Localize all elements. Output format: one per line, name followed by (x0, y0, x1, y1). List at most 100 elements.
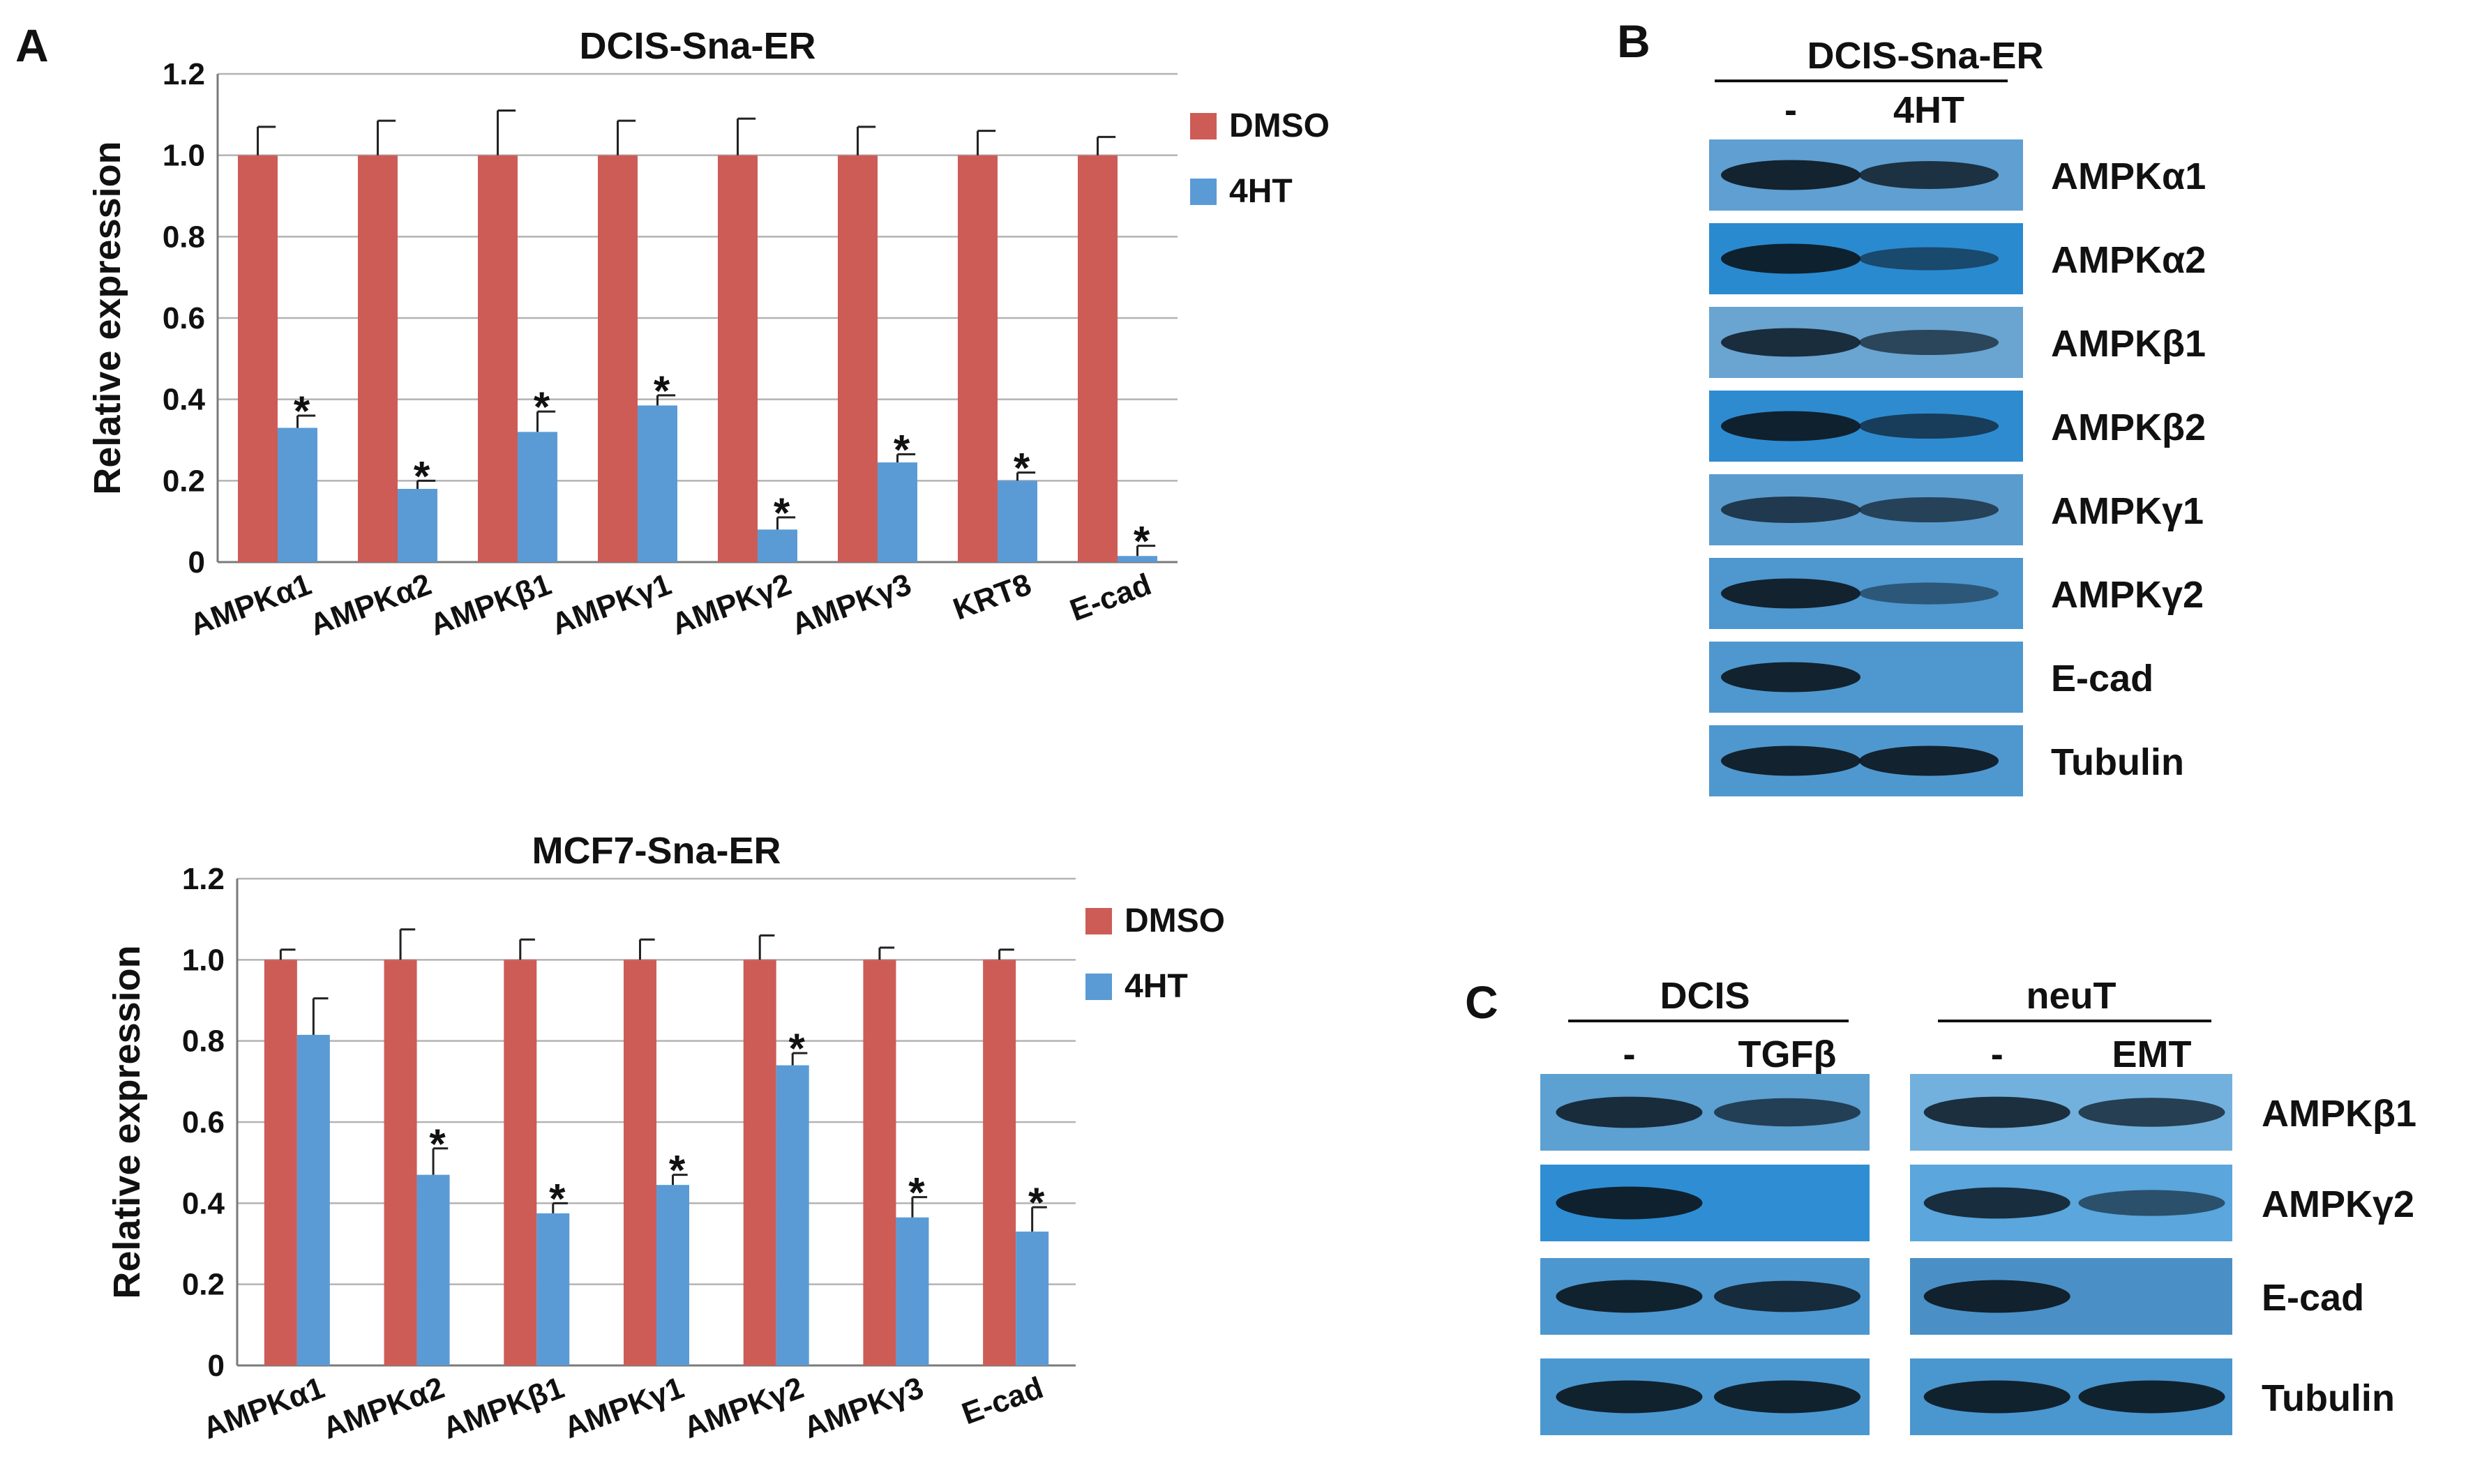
y-tick-label: 0.2 (163, 464, 205, 498)
y-tick-label: 1.2 (163, 57, 205, 91)
category-label: AMPKα2 (306, 567, 436, 642)
blot-band (1859, 329, 1999, 356)
bar-4ht (758, 529, 797, 562)
category-label: AMPKγ1 (547, 567, 675, 642)
y-tick-label: 1.2 (182, 862, 225, 896)
blot-band (1556, 1186, 1703, 1220)
blot-c-row-label: E-cad (2262, 1277, 2364, 1319)
bar-dmso (983, 960, 1016, 1365)
significance-star: * (1014, 445, 1030, 492)
y-tick-label: 0.6 (182, 1105, 225, 1140)
blot-b-row-label: AMPKβ1 (2051, 323, 2206, 365)
y-axis-label: Relative expression (87, 141, 128, 494)
blot-band (1859, 745, 1999, 776)
blot-c-lane-label: EMT (2112, 1034, 2192, 1075)
panel-label-a: A (15, 20, 49, 71)
blot-band (1923, 1380, 2070, 1414)
bar-dmso (504, 960, 537, 1365)
category-label: AMPKγ3 (799, 1370, 928, 1445)
y-tick-label: 0.8 (182, 1024, 225, 1059)
significance-star: * (654, 368, 670, 414)
blot-b-row-label: Tubulin (2051, 741, 2184, 783)
blot-c-row-label: AMPKβ1 (2262, 1093, 2416, 1135)
blot-b-row-label: E-cad (2051, 658, 2153, 699)
panel-label-b: B (1617, 15, 1651, 67)
blot-band (1721, 160, 1860, 190)
bar-dmso (238, 155, 278, 562)
significance-star: * (549, 1175, 566, 1222)
significance-star: * (429, 1121, 446, 1167)
bar-dmso (718, 155, 758, 562)
bar-dmso (958, 155, 998, 562)
y-tick-label: 0.4 (182, 1186, 225, 1220)
category-label: E-cad (958, 1370, 1048, 1431)
legend-swatch-4ht (1085, 974, 1112, 1000)
category-label: AMPKβ1 (426, 567, 556, 642)
bar-4ht (278, 427, 317, 562)
significance-star: * (774, 490, 790, 536)
significance-star: * (669, 1147, 686, 1194)
significance-star: * (534, 384, 550, 430)
category-label: E-cad (1065, 567, 1155, 628)
category-label: AMPKγ2 (667, 567, 795, 642)
bar-4ht (656, 1185, 689, 1365)
blot-band (1859, 247, 1999, 271)
blot-band (1923, 1096, 2070, 1128)
legend-swatch-4ht (1190, 179, 1217, 205)
bar-4ht (878, 462, 917, 562)
blot-band (1714, 1098, 1860, 1127)
blot-band (1721, 496, 1860, 524)
category-label: AMPKγ1 (559, 1370, 688, 1445)
blot-b-header: DCIS-Sna-ER (1807, 35, 2043, 77)
chart-dcis-sna-er: DCIS-Sna-ER 0 0.2 0.4 0.6 0.8 1.0 1.2 Relative e… (87, 25, 1330, 642)
bar-4ht (398, 489, 437, 562)
y-tick-label: 0.4 (163, 383, 206, 417)
significance-star: * (294, 388, 310, 434)
bar-4ht (536, 1213, 570, 1365)
bar-4ht (998, 480, 1037, 562)
blot-band (1714, 1280, 1860, 1312)
bar-dmso (743, 960, 776, 1365)
y-tick-label: 0.6 (163, 301, 205, 335)
blot-c-group-header: DCIS (1660, 975, 1750, 1017)
blot-c-row-label: AMPKγ2 (2262, 1183, 2414, 1225)
legend-label-4ht: 4HT (1229, 173, 1293, 210)
blot-band (1556, 1096, 1703, 1128)
bar-dmso (624, 960, 656, 1365)
y-tick-label: 1.0 (182, 943, 225, 977)
bar-4ht (296, 1034, 330, 1365)
blot-band (1721, 662, 1860, 692)
blot-band (2078, 1380, 2225, 1414)
blot-band (1721, 328, 1860, 357)
significance-star: * (908, 1169, 925, 1216)
significance-star: * (789, 1025, 806, 1072)
y-axis-label: Relative expression (106, 945, 148, 1298)
bar-4ht (638, 405, 677, 562)
blot-band (2078, 1098, 2225, 1127)
blot-c-row-label: Tubulin (2262, 1377, 2395, 1419)
legend-swatch-dmso (1085, 908, 1112, 934)
category-label: AMPKγ2 (679, 1370, 808, 1445)
blot-b-row-label: AMPKβ2 (2051, 407, 2206, 448)
y-tick-label: 0.2 (182, 1268, 225, 1302)
bar-dmso (478, 155, 518, 562)
legend-label-4ht: 4HT (1125, 968, 1188, 1005)
significance-star: * (894, 426, 910, 473)
blot-band (1714, 1380, 1860, 1414)
chart-mcf7-sna-er: MCF7-Sna-ER 0 0.2 0.4 0.6 0.8 1.0 1.2 Relative e… (106, 830, 1225, 1446)
category-label: AMPKα2 (318, 1370, 449, 1446)
blot-b-row-label: AMPKα1 (2051, 156, 2206, 197)
legend-swatch-dmso (1190, 113, 1217, 139)
blot-band (1721, 411, 1860, 441)
chart-title: MCF7-Sna-ER (532, 830, 781, 872)
blot-band (1721, 243, 1860, 274)
bar-4ht (1016, 1232, 1049, 1365)
bar-4ht (1118, 556, 1157, 562)
blot-band (1721, 578, 1860, 609)
bar-dmso (863, 960, 896, 1365)
blot-band (1859, 160, 1999, 190)
blot-b-row-label: AMPKγ1 (2051, 490, 2204, 532)
western-blot-b: DCIS-Sna-ER- 4HT AMPKα1 AMPKα2 AMPKβ1 AMPKβ2 A… (1709, 35, 2206, 796)
blot-band (1923, 1187, 2070, 1219)
